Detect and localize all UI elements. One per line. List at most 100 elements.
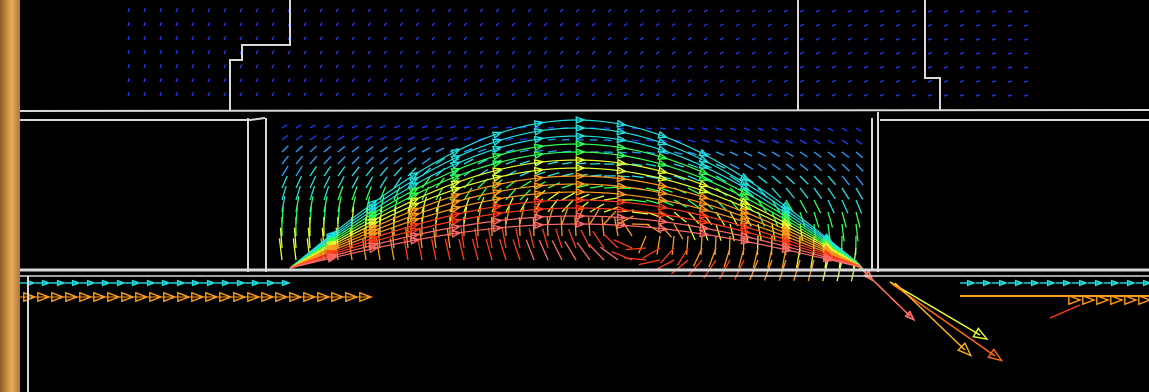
vector-arrow <box>813 163 823 172</box>
vector-arrow <box>703 159 714 166</box>
vector-arrow <box>505 149 515 153</box>
vector-arrow <box>287 92 291 97</box>
vector-arrow <box>486 133 497 139</box>
vector-arrow <box>692 225 704 229</box>
vector-arrow <box>323 165 332 177</box>
vector-arrow <box>687 9 692 13</box>
vector-arrow <box>421 136 430 141</box>
vector-arrow <box>309 185 316 201</box>
vector-arrow-head <box>450 205 463 214</box>
vector-arrow <box>375 238 381 261</box>
wood-edge-strip <box>0 0 20 392</box>
vector-arrow <box>496 152 508 157</box>
vector-arrow <box>367 50 371 55</box>
vector-arrow <box>527 50 532 55</box>
vector-arrow <box>413 211 425 216</box>
vector-arrow <box>796 231 807 238</box>
vector-arrow <box>687 51 692 55</box>
vector-arrow <box>415 92 419 97</box>
vector-arrow <box>403 214 415 220</box>
vector-arrow <box>879 93 884 97</box>
vector-arrow <box>486 169 497 174</box>
vector-arrow <box>455 198 466 203</box>
vector-arrow <box>796 239 807 246</box>
vector-arrow <box>775 246 787 251</box>
vector-arrow <box>661 142 673 148</box>
vector-arrow <box>239 36 243 41</box>
vector-arrow <box>751 79 756 83</box>
vector-arrow-head <box>533 127 545 136</box>
vector-arrow <box>341 242 353 248</box>
vector-arrow <box>765 211 776 219</box>
vector-arrow <box>754 188 766 197</box>
vector-arrow <box>351 196 357 213</box>
vector-arrow <box>735 51 740 55</box>
vector-arrow <box>393 166 403 177</box>
vector-arrow <box>351 146 360 153</box>
vector-arrow <box>863 9 868 13</box>
vector-arrow <box>527 208 539 211</box>
vector-arrow <box>506 127 518 132</box>
vector-arrow <box>434 192 446 198</box>
vector-arrow <box>465 182 477 187</box>
vector-arrow <box>424 207 435 213</box>
vector-arrow <box>589 151 601 154</box>
vector-arrow <box>991 80 997 83</box>
vector-arrow-head <box>534 221 545 230</box>
vector-arrow <box>435 125 442 129</box>
vector-arrow <box>351 50 355 55</box>
vector-arrow <box>620 185 632 189</box>
vector-arrow <box>642 247 661 260</box>
vector-arrow <box>661 206 673 210</box>
vector-arrow <box>486 147 497 153</box>
vector-arrow <box>191 50 195 55</box>
vector-arrow <box>735 23 740 27</box>
vector-arrow <box>659 127 667 130</box>
vector-arrow <box>449 136 458 141</box>
vector-arrow <box>537 184 549 187</box>
vector-arrow <box>424 184 435 191</box>
vector-arrow <box>703 184 714 190</box>
vector-arrow <box>239 78 243 83</box>
vector-arrow <box>591 64 596 69</box>
vector-arrow <box>431 50 436 55</box>
vector-arrow-head <box>533 120 545 129</box>
vector-arrow <box>767 9 772 13</box>
vector-arrow <box>517 140 528 144</box>
vector-arrow <box>620 201 632 204</box>
vector-arrow <box>175 92 179 97</box>
vector-arrow <box>607 78 612 83</box>
vector-arrow <box>271 36 275 41</box>
vector-arrow <box>630 164 642 168</box>
vector-arrow <box>639 23 644 27</box>
vector-arrow-head <box>450 167 462 176</box>
vector-arrow <box>479 78 484 83</box>
vector-arrow <box>806 231 818 239</box>
vector-arrow-head <box>657 159 669 168</box>
vector-arrow <box>444 201 456 206</box>
vector-arrow <box>418 227 423 249</box>
vector-arrow <box>767 247 773 269</box>
vector-arrow <box>281 134 289 141</box>
vector-arrow <box>1007 66 1013 69</box>
vector-arrow <box>630 194 642 198</box>
vector-arrow-head <box>492 224 504 233</box>
vector-arrow <box>767 23 772 27</box>
vector-arrow <box>651 227 663 230</box>
vector-arrow <box>631 151 641 154</box>
vector-arrow <box>287 50 291 55</box>
vector-arrow-head <box>657 145 669 153</box>
vector-arrow <box>444 182 456 188</box>
vector-arrow <box>630 179 642 183</box>
vector-arrow <box>671 235 675 255</box>
vector-arrow <box>641 211 652 214</box>
vector-arrow <box>506 172 518 176</box>
vector-arrow-head <box>533 197 545 206</box>
vector-arrow <box>479 92 484 97</box>
vector-arrow <box>847 65 852 69</box>
vector-arrow <box>379 176 388 189</box>
vector-arrow <box>475 228 487 232</box>
vector-arrow <box>331 250 342 256</box>
vector-arrow <box>641 143 652 148</box>
vector-arrow <box>527 122 539 126</box>
